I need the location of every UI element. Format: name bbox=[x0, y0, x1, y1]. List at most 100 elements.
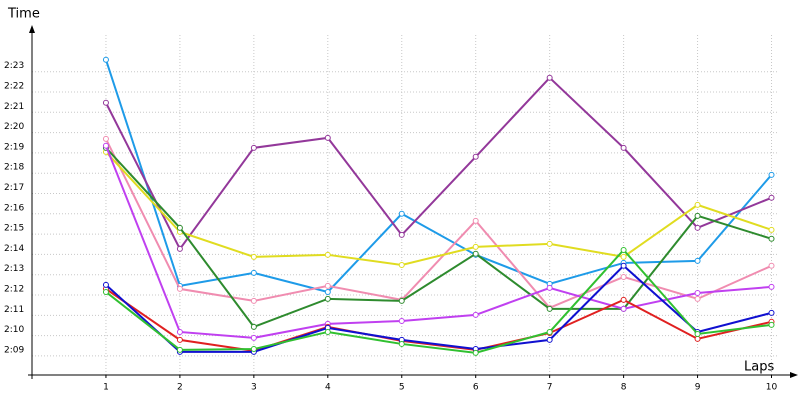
data-point bbox=[694, 212, 701, 219]
y-tick-label: 2:23 bbox=[4, 61, 24, 71]
data-point bbox=[176, 245, 183, 252]
data-point bbox=[472, 243, 479, 250]
data-point bbox=[398, 317, 405, 324]
data-point bbox=[472, 153, 479, 160]
data-point bbox=[324, 295, 331, 302]
data-point bbox=[102, 56, 109, 63]
y-tick-label: 2:19 bbox=[4, 142, 24, 152]
data-point bbox=[472, 349, 479, 356]
y-tick-label: 2:20 bbox=[4, 122, 24, 132]
data-point bbox=[768, 309, 775, 316]
data-point bbox=[176, 285, 183, 292]
data-point bbox=[398, 261, 405, 268]
data-point bbox=[768, 194, 775, 201]
data-point bbox=[546, 336, 553, 343]
data-point bbox=[176, 328, 183, 335]
data-point bbox=[102, 142, 109, 149]
y-tick-label: 2:12 bbox=[4, 285, 24, 295]
data-point bbox=[620, 246, 627, 253]
data-point bbox=[398, 210, 405, 217]
data-point bbox=[620, 253, 627, 260]
data-point bbox=[250, 346, 257, 353]
data-point bbox=[694, 201, 701, 208]
y-tick-label: 2:09 bbox=[4, 345, 24, 355]
data-point bbox=[546, 240, 553, 247]
x-tick-label: 2 bbox=[177, 383, 183, 393]
y-tick-label: 2:16 bbox=[4, 203, 24, 213]
x-axis-arrow bbox=[790, 372, 798, 378]
y-tick-label: 2:18 bbox=[4, 163, 24, 173]
data-point bbox=[768, 226, 775, 233]
data-point bbox=[768, 235, 775, 242]
series-line bbox=[105, 145, 772, 339]
data-point bbox=[472, 250, 479, 257]
y-axis-arrow bbox=[29, 25, 35, 33]
data-point bbox=[768, 321, 775, 328]
data-point bbox=[546, 328, 553, 335]
x-axis-label: Laps bbox=[744, 360, 774, 375]
series-line bbox=[105, 248, 772, 354]
y-tick-label: 2:11 bbox=[4, 305, 24, 315]
y-tick-label: 2:13 bbox=[4, 264, 24, 274]
data-point bbox=[620, 305, 627, 312]
data-point bbox=[250, 297, 257, 304]
data-point bbox=[694, 295, 701, 302]
series-line bbox=[105, 147, 772, 329]
x-tick-label: 7 bbox=[547, 383, 553, 393]
data-point bbox=[324, 134, 331, 141]
y-tick-label: 2:14 bbox=[4, 244, 24, 254]
data-point bbox=[768, 171, 775, 178]
series-line bbox=[105, 138, 772, 310]
x-tick-label: 10 bbox=[766, 383, 778, 393]
data-point bbox=[250, 269, 257, 276]
data-point bbox=[398, 297, 405, 304]
data-point bbox=[324, 251, 331, 258]
data-point bbox=[546, 284, 553, 291]
data-point bbox=[176, 224, 183, 231]
data-point bbox=[768, 262, 775, 269]
data-point bbox=[472, 311, 479, 318]
data-point bbox=[546, 305, 553, 312]
data-point bbox=[324, 328, 331, 335]
x-tick-label: 1 bbox=[103, 383, 109, 393]
x-tick-label: 6 bbox=[473, 383, 479, 393]
data-point bbox=[176, 346, 183, 353]
data-point bbox=[472, 217, 479, 224]
data-point bbox=[620, 273, 627, 280]
series-line bbox=[105, 76, 772, 251]
data-point bbox=[694, 257, 701, 264]
data-point bbox=[250, 334, 257, 341]
data-point bbox=[694, 224, 701, 231]
data-point bbox=[398, 231, 405, 238]
data-point bbox=[694, 330, 701, 337]
data-point bbox=[102, 99, 109, 106]
data-point bbox=[620, 296, 627, 303]
data-point bbox=[398, 340, 405, 347]
data-point bbox=[546, 74, 553, 81]
data-point bbox=[250, 253, 257, 260]
data-point bbox=[102, 281, 109, 288]
y-tick-label: 2:10 bbox=[4, 325, 24, 335]
series-line bbox=[105, 151, 772, 266]
data-point bbox=[176, 336, 183, 343]
data-point bbox=[324, 288, 331, 295]
series-line bbox=[105, 264, 772, 353]
y-tick-label: 2:17 bbox=[4, 183, 24, 193]
y-tick-label: 2:22 bbox=[4, 81, 24, 91]
data-point bbox=[102, 288, 109, 295]
data-point bbox=[768, 283, 775, 290]
y-axis-label: Time bbox=[7, 7, 40, 22]
data-point bbox=[102, 135, 109, 142]
y-tick-label: 2:15 bbox=[4, 224, 24, 234]
data-point bbox=[324, 282, 331, 289]
x-tick-label: 9 bbox=[695, 383, 701, 393]
data-point bbox=[694, 289, 701, 296]
data-point bbox=[694, 335, 701, 342]
x-tick-label: 3 bbox=[251, 383, 257, 393]
x-tick-label: 8 bbox=[621, 383, 627, 393]
data-point bbox=[250, 323, 257, 330]
data-point bbox=[620, 262, 627, 269]
x-tick-label: 5 bbox=[399, 383, 405, 393]
